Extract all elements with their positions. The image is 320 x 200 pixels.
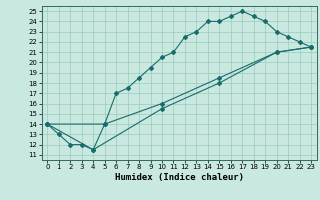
X-axis label: Humidex (Indice chaleur): Humidex (Indice chaleur): [115, 173, 244, 182]
